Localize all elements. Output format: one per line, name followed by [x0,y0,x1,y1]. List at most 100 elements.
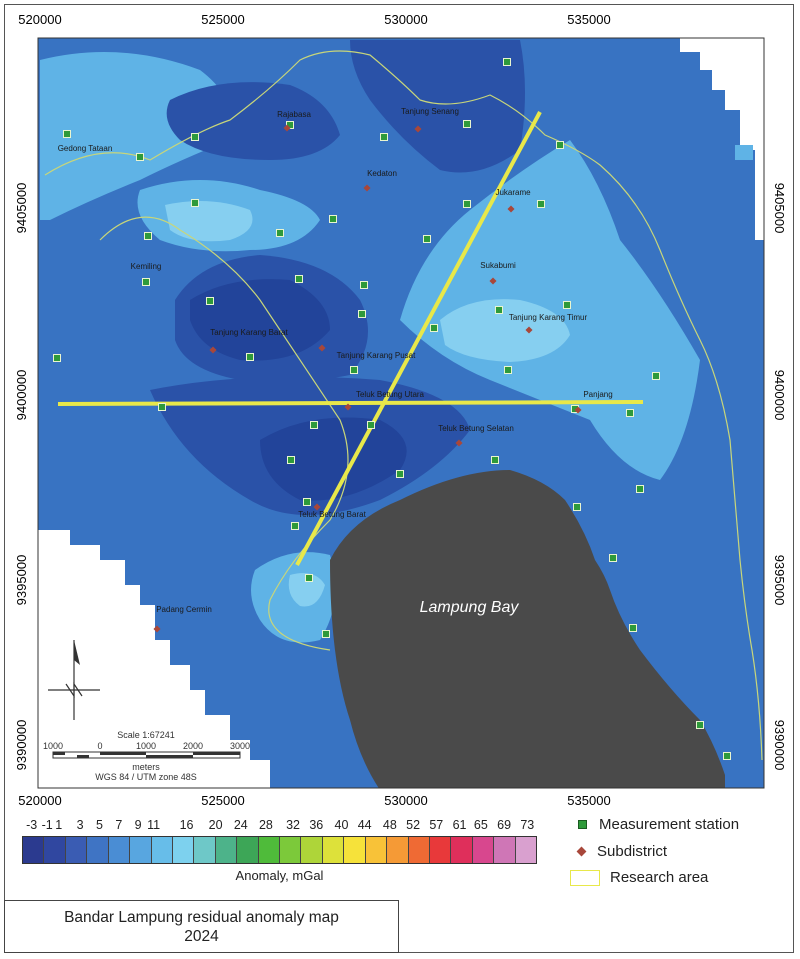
subdistrict-marker [283,124,291,132]
colorbar-swatch [280,837,302,863]
colorbar-axis-label: Anomaly, mGal [235,868,324,883]
scale-tick: 1000 [43,741,63,751]
x-tick-bottom: 525000 [201,793,244,808]
x-tick-top: 520000 [18,12,61,27]
subdistrict-marker [363,184,371,192]
colorbar-tick-label: 1 [55,818,63,832]
station-marker [276,229,284,237]
station-marker [329,215,337,223]
colorbar-swatch [322,837,345,863]
subdistrict-icon [576,846,587,857]
y-tick-left: 9395000 [14,555,29,606]
station-marker [287,456,295,464]
station-marker [652,372,660,380]
station-marker [295,275,303,283]
colorbar-tick-label: -3 [26,818,38,832]
subdistrict-marker [318,344,326,352]
x-tick-top: 530000 [384,12,427,27]
colorbar-tick-label: 36 [309,818,324,832]
colorbar-tick-label: 57 [429,818,444,832]
colorbar-tick-label: 9 [134,818,142,832]
station-marker [537,200,545,208]
anomaly-low-n [166,82,340,160]
station-marker [629,624,637,632]
station-marker [246,353,254,361]
subdistrict-label: Panjang [583,390,612,399]
station-marker [291,522,299,530]
map-canvas: Rajabasa Tanjung Senang Gedong Tataan Kedat… [14,12,787,808]
colorbar-labels: -3 -1 1 3 5 7 9 11 16 20 24 28 32 36 40 44 48 52 57 61 65 69 7… [22,818,537,834]
colorbar-swatch [44,837,66,863]
station-marker [63,130,71,138]
boundary-lines [44,50,763,761]
colorbar-tick-label: 16 [179,818,194,832]
station-marker [191,199,199,207]
station-marker [305,574,313,582]
station-marker [303,498,311,506]
y-tick-right: 9395000 [772,555,787,606]
nodata-sw [38,530,270,788]
subdistrict-label: Tanjung Senang [401,107,459,116]
subdistrict-label: Padang Cermin [156,605,212,614]
subdistrict-marker [153,625,161,633]
colorbar-swatch [387,837,409,863]
colorbar-swatch [130,837,152,863]
lampung-bay [330,470,725,788]
station-marker [206,297,214,305]
subdistrict-marker [209,346,217,354]
colorbar-swatch [172,837,195,863]
station-marker [158,403,166,411]
station-marker [191,133,199,141]
anomaly-high-e-core [440,299,570,362]
colorbar-tick-label: 32 [286,818,300,832]
scale-bar: Scale 1:67241 1000 0 1000 2000 3000 mete… [43,730,250,782]
map-title-line2: 2024 [184,928,219,945]
subdistrict-label: Rajabasa [277,110,311,119]
anomaly-high-s-core [288,572,325,607]
station-marker [636,485,644,493]
subdistrict-marker [455,439,463,447]
anomaly-low-ne [350,40,525,173]
station-marker [136,153,144,161]
station-marker [504,366,512,374]
anomaly-high-e [400,140,700,480]
legend-subdistrict: Subdistrict [570,843,667,860]
station-marker [556,141,564,149]
map-title: Bandar Lampung residual anomaly map 2024 [4,900,399,953]
subdistrict-marker [574,406,582,414]
station-marker [491,456,499,464]
station-marker [563,301,571,309]
x-tick-bottom: 520000 [18,793,61,808]
colorbar-swatch [194,837,216,863]
anomaly-patch-ne [735,145,753,160]
colorbar-swatch [301,837,323,863]
scale-tick: 3000 [230,741,250,751]
y-tick-right: 9400000 [772,370,787,421]
subdistrict-marker [525,326,533,334]
colorbar-swatch [108,837,131,863]
crs-text: WGS 84 / UTM zone 48S [95,772,197,782]
station-marker [310,421,318,429]
colorbar-swatch [515,837,537,863]
subdistrict-marker [414,125,422,133]
station-marker [573,503,581,511]
research-area-icon [570,869,600,886]
colorbar-swatch [237,837,259,863]
water-label: Lampung Bay [420,599,520,616]
station-marker [626,409,634,417]
subdistrict-label: Tanjung Karang Barat [210,328,288,337]
colorbar-swatch [151,837,173,863]
north-arrow-icon [48,640,100,720]
subdistrict-label: Kemiling [131,262,162,271]
colorbar-swatch [472,837,495,863]
x-tick-bottom: 530000 [384,793,427,808]
scale-tick: 0 [97,741,102,751]
station-marker [142,278,150,286]
colorbar-tick-label: 52 [406,818,421,832]
subdistrict-marker [489,277,497,285]
colorbar-tick-label: 24 [233,818,248,832]
station-marker [358,310,366,318]
map-border [37,37,765,789]
subdistrict-marker [344,403,352,411]
station-icon [578,820,587,829]
